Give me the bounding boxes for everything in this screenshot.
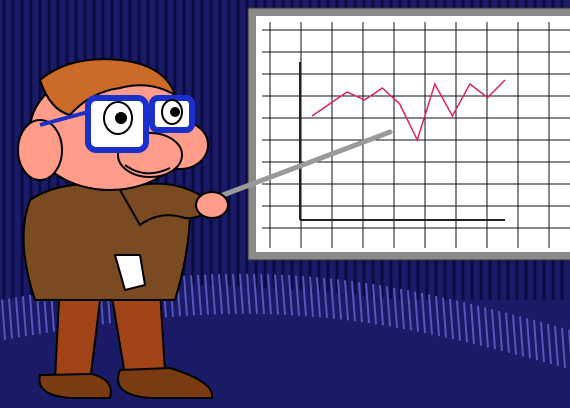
stage-stripe bbox=[547, 323, 552, 365]
stage-stripe bbox=[358, 282, 363, 323]
stage-stripe bbox=[561, 327, 566, 368]
stage-stripe bbox=[22, 296, 27, 337]
stage-stripe bbox=[421, 293, 426, 334]
stage-stripe bbox=[197, 274, 202, 316]
stage-stripe bbox=[470, 303, 475, 345]
left-shoe bbox=[38, 373, 112, 399]
stage-stripe bbox=[442, 297, 447, 338]
stage-stripe bbox=[337, 279, 342, 320]
stage-stripe bbox=[183, 275, 188, 316]
stage-stripe bbox=[274, 274, 279, 315]
stage-stripe bbox=[232, 273, 237, 314]
ear bbox=[17, 119, 63, 181]
stage-stripe bbox=[260, 274, 265, 315]
stage-stripe bbox=[449, 299, 454, 340]
stage-stripe bbox=[246, 273, 251, 314]
left-pupil bbox=[115, 112, 127, 124]
stage-stripe bbox=[505, 312, 510, 353]
stage-stripe bbox=[288, 275, 293, 316]
stage-stripe bbox=[351, 281, 356, 322]
whiteboard bbox=[247, 7, 570, 261]
stage-stripe bbox=[15, 297, 20, 338]
stage-stripe bbox=[400, 288, 405, 330]
plot-line bbox=[311, 79, 506, 143]
stage-stripe bbox=[533, 320, 538, 361]
stage-stripe bbox=[281, 274, 286, 315]
stage-stripe bbox=[323, 277, 328, 319]
stage-stripe bbox=[379, 285, 384, 326]
stage-stripe bbox=[218, 274, 223, 315]
stage-stripe bbox=[309, 276, 314, 317]
stage-stripe bbox=[211, 274, 216, 315]
stage-stripe bbox=[554, 325, 559, 366]
stage-stripe bbox=[190, 275, 195, 316]
glasses-temple bbox=[39, 110, 89, 127]
stage-stripe bbox=[295, 275, 300, 316]
presenter-character bbox=[17, 58, 229, 399]
smile bbox=[124, 164, 171, 175]
stage-stripe bbox=[463, 302, 468, 343]
whiteboard-surface bbox=[256, 16, 570, 252]
stage-stripe bbox=[519, 316, 524, 357]
stage-stripe bbox=[414, 291, 419, 332]
stage-stripe bbox=[239, 273, 244, 314]
stage-stripe bbox=[540, 322, 545, 363]
stage-stripe bbox=[372, 284, 377, 325]
stage-stripe bbox=[477, 305, 482, 346]
stage-stripe bbox=[29, 294, 34, 336]
hair bbox=[39, 58, 176, 116]
stage-stripe bbox=[393, 287, 398, 328]
stage-stripes bbox=[1, 273, 570, 368]
stage-stripe bbox=[344, 280, 349, 321]
stage-stripe bbox=[456, 300, 461, 341]
stage-stripe bbox=[267, 274, 272, 315]
stage-stripe bbox=[1, 299, 6, 340]
stage-stripe bbox=[512, 314, 517, 355]
stage-stripe bbox=[498, 310, 503, 352]
stage-stripe bbox=[330, 278, 335, 319]
stage-stripe bbox=[491, 309, 496, 350]
shirt-collar bbox=[114, 254, 146, 291]
stage-stripe bbox=[484, 307, 489, 348]
stage-stripe bbox=[435, 295, 440, 337]
right-shoe bbox=[117, 367, 214, 399]
stage-stripe bbox=[253, 273, 258, 315]
stage-stripe bbox=[428, 294, 433, 335]
stage-stripe bbox=[316, 277, 321, 318]
stage-stripe bbox=[302, 276, 307, 317]
right-pupil bbox=[170, 107, 180, 117]
stage-stripe bbox=[225, 273, 230, 315]
stage-stripe bbox=[526, 318, 531, 359]
stage-stripe bbox=[204, 274, 209, 315]
plot-axes bbox=[299, 62, 505, 221]
pointer-stick bbox=[212, 129, 393, 201]
stage-stripe bbox=[386, 286, 391, 327]
stage-stripe bbox=[365, 283, 370, 324]
stage-stripe bbox=[407, 290, 412, 331]
stage-stripe bbox=[8, 298, 13, 339]
hand bbox=[195, 191, 229, 219]
